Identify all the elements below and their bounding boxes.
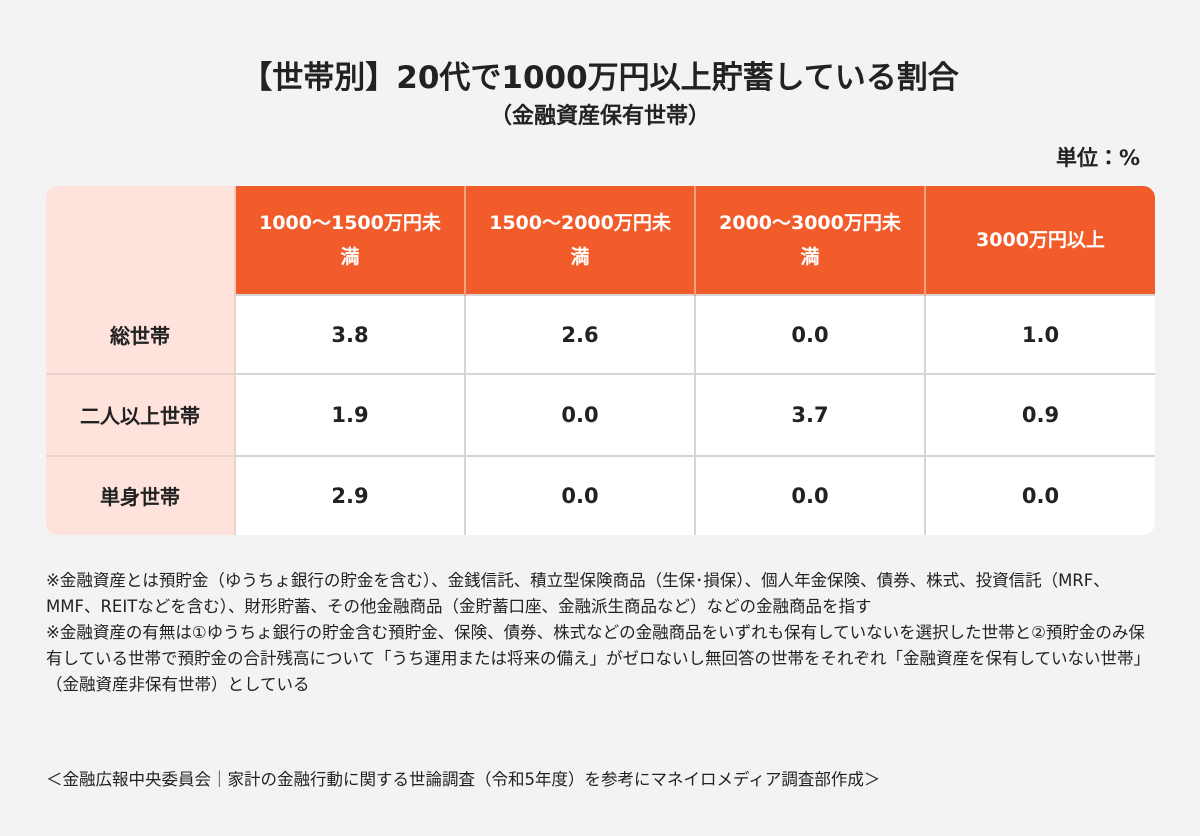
table-cell: 1.0 bbox=[924, 293, 1155, 376]
header-row: 1000〜1500万円未満 1500〜2000万円未満 2000〜3000万円未満 3… bbox=[46, 186, 1155, 295]
table-cell: 2.6 bbox=[464, 293, 696, 376]
table-cell: 0.0 bbox=[694, 454, 926, 535]
table-row: 二人以上世帯 1.9 0.0 3.7 0.9 bbox=[46, 373, 1155, 457]
corner-cell bbox=[46, 186, 236, 295]
note: ※金融資産とは預貯金（ゆうちょ銀行の貯金を含む）、金銭信託、積立型保険商品（生保… bbox=[46, 571, 1110, 616]
table-cell: 3.7 bbox=[694, 373, 926, 457]
table-cell: 0.9 bbox=[924, 373, 1155, 457]
column-header: 3000万円以上 bbox=[924, 186, 1155, 295]
table-cell: 2.9 bbox=[234, 454, 466, 535]
table-cell: 0.0 bbox=[924, 454, 1155, 535]
note: ※金融資産の有無は①ゆうちょ銀行の貯金含む預貯金、保険、債券、株式などの金融商品… bbox=[46, 623, 1151, 694]
table-cell: 3.8 bbox=[234, 293, 466, 376]
table-row: 総世帯 3.8 2.6 0.0 1.0 bbox=[46, 293, 1155, 376]
table-cell: 0.0 bbox=[694, 293, 926, 376]
column-header: 1500〜2000万円未満 bbox=[464, 186, 696, 295]
row-header: 二人以上世帯 bbox=[46, 373, 236, 457]
table-body: 総世帯 3.8 2.6 0.0 1.0 二人以上世帯 1.9 0.0 3.7 0.9 単身世帯 2.9… bbox=[46, 293, 1155, 535]
source: ＜金融広報中央委員会｜家計の金融行動に関する世論調査（令和5年度）を参考にマネイ… bbox=[46, 770, 881, 789]
notes: ※金融資産とは預貯金（ゆうちょ銀行の貯金を含む）、金銭信託、積立型保険商品（生保… bbox=[46, 568, 1158, 698]
table-head: 1000〜1500万円未満 1500〜2000万円未満 2000〜3000万円未満 3… bbox=[46, 186, 1155, 295]
row-header: 単身世帯 bbox=[46, 454, 236, 535]
row-header: 総世帯 bbox=[46, 295, 236, 376]
table-wrap: 1000〜1500万円未満 1500〜2000万円未満 2000〜3000万円未満 3… bbox=[46, 186, 1155, 535]
subtitle: （金融資産保有世帯） bbox=[489, 104, 710, 129]
table-cell: 1.9 bbox=[234, 373, 466, 457]
table-row: 単身世帯 2.9 0.0 0.0 0.0 bbox=[46, 454, 1155, 535]
column-header: 2000〜3000万円未満 bbox=[694, 186, 926, 295]
unit: 単位：% bbox=[1055, 146, 1140, 170]
table-cell: 0.0 bbox=[464, 373, 696, 457]
table-cell: 0.0 bbox=[464, 454, 696, 535]
column-header: 1000〜1500万円未満 bbox=[234, 186, 466, 295]
title: 【世帯別】20代で1000万円以上貯蓄している割合 bbox=[241, 60, 959, 96]
table: 1000〜1500万円未満 1500〜2000万円未満 2000〜3000万円未満 3… bbox=[46, 186, 1155, 535]
